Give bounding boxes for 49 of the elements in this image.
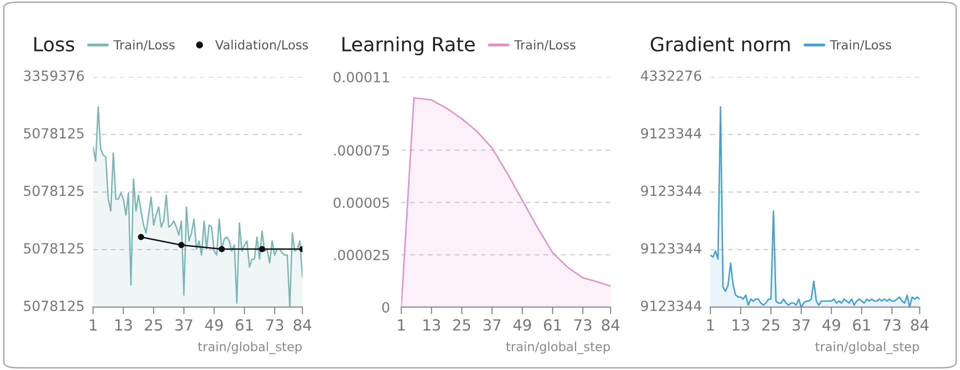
x-tick-label: 37 bbox=[175, 319, 192, 331]
text: 9123344 bbox=[641, 300, 702, 312]
x-tick-label: 1 bbox=[398, 319, 405, 331]
x-tick-label: 61 bbox=[853, 319, 870, 331]
x-tick-label: 49 bbox=[205, 319, 223, 331]
legend-label: Train/Loss bbox=[514, 40, 576, 50]
x-tick-label: 61 bbox=[544, 319, 561, 331]
x-tick-label: 25 bbox=[762, 319, 780, 331]
x-tick-label: 37 bbox=[792, 319, 810, 331]
x-tick-label: 61 bbox=[236, 319, 253, 331]
y-tick-label: 0.00005 bbox=[334, 197, 389, 208]
text: 9123344 bbox=[641, 186, 702, 196]
x-tick-label: 13 bbox=[115, 319, 132, 331]
x-tick-label: 84 bbox=[602, 319, 620, 331]
x-tick-label: 25 bbox=[145, 319, 162, 331]
x-tick-label: 1 bbox=[707, 319, 714, 331]
legend-label: Train/Loss bbox=[830, 40, 892, 50]
text: 5078125 bbox=[24, 128, 84, 139]
chart-title: Gradient norm bbox=[650, 36, 790, 52]
text: 3359376 bbox=[24, 70, 84, 81]
x-tick-label: 49 bbox=[822, 319, 840, 331]
x-axis-title: train/global_step bbox=[815, 342, 919, 354]
x-tick-label: 73 bbox=[574, 319, 592, 331]
y-tick-label: .000075 bbox=[334, 145, 389, 156]
text: 9123344 bbox=[641, 243, 702, 254]
x-tick-label: 13 bbox=[423, 319, 440, 331]
y-tick-label: .000025 bbox=[334, 250, 389, 260]
legend-label: Train/Loss bbox=[114, 40, 175, 50]
x-tick-label: 73 bbox=[883, 319, 900, 331]
x-tick-label: 49 bbox=[513, 319, 531, 331]
legend-label: Validation/Loss bbox=[215, 40, 308, 50]
x-tick-label: 73 bbox=[266, 319, 284, 331]
x-tick-label: 84 bbox=[910, 319, 929, 331]
x-tick-label: 25 bbox=[453, 319, 470, 331]
text: 9123344 bbox=[641, 128, 702, 139]
text: 5078125 bbox=[24, 300, 84, 312]
text: 5078125 bbox=[24, 186, 84, 196]
y-tick-label: 0.00011 bbox=[334, 72, 389, 82]
y-tick-label: 0 bbox=[382, 302, 390, 313]
chart-title: Loss bbox=[34, 37, 74, 52]
x-axis-title: train/global_step bbox=[198, 342, 302, 354]
text: 4332276 bbox=[640, 70, 702, 81]
x-tick-label: 13 bbox=[732, 319, 750, 331]
chart-title: Learning Rate bbox=[342, 36, 475, 56]
x-axis-title: train/global_step bbox=[506, 342, 610, 354]
x-tick-label: 37 bbox=[483, 319, 500, 331]
x-tick-label: 84 bbox=[294, 319, 312, 331]
x-tick-label: 1 bbox=[90, 319, 97, 331]
text: 5078125 bbox=[24, 243, 84, 254]
